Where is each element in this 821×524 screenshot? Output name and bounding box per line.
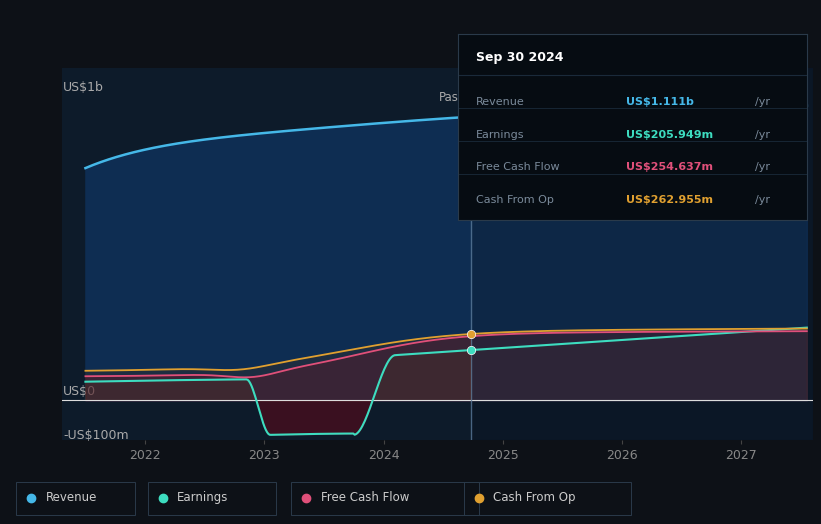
Text: Revenue: Revenue (475, 97, 525, 107)
Text: -US$100m: -US$100m (63, 429, 129, 442)
Text: US$0: US$0 (63, 386, 96, 398)
Text: Cash From Op: Cash From Op (475, 194, 553, 204)
Text: Analysts Forecasts: Analysts Forecasts (478, 91, 588, 104)
Text: Free Cash Flow: Free Cash Flow (321, 492, 410, 504)
Text: Revenue: Revenue (46, 492, 98, 504)
Text: US$1b: US$1b (63, 81, 104, 94)
Text: Cash From Op: Cash From Op (493, 492, 576, 504)
Text: /yr: /yr (754, 129, 770, 139)
Text: Past: Past (438, 91, 463, 104)
Text: US$1.111b: US$1.111b (626, 97, 694, 107)
Text: US$254.637m: US$254.637m (626, 162, 713, 172)
Text: US$205.949m: US$205.949m (626, 129, 713, 139)
Bar (470, 68, 813, 440)
Text: Free Cash Flow: Free Cash Flow (475, 162, 559, 172)
Text: Sep 30 2024: Sep 30 2024 (475, 51, 563, 64)
Text: Earnings: Earnings (475, 129, 524, 139)
Text: US$262.955m: US$262.955m (626, 194, 713, 204)
Text: /yr: /yr (754, 162, 770, 172)
Text: /yr: /yr (754, 97, 770, 107)
Text: Earnings: Earnings (177, 492, 229, 504)
Text: /yr: /yr (754, 194, 770, 204)
